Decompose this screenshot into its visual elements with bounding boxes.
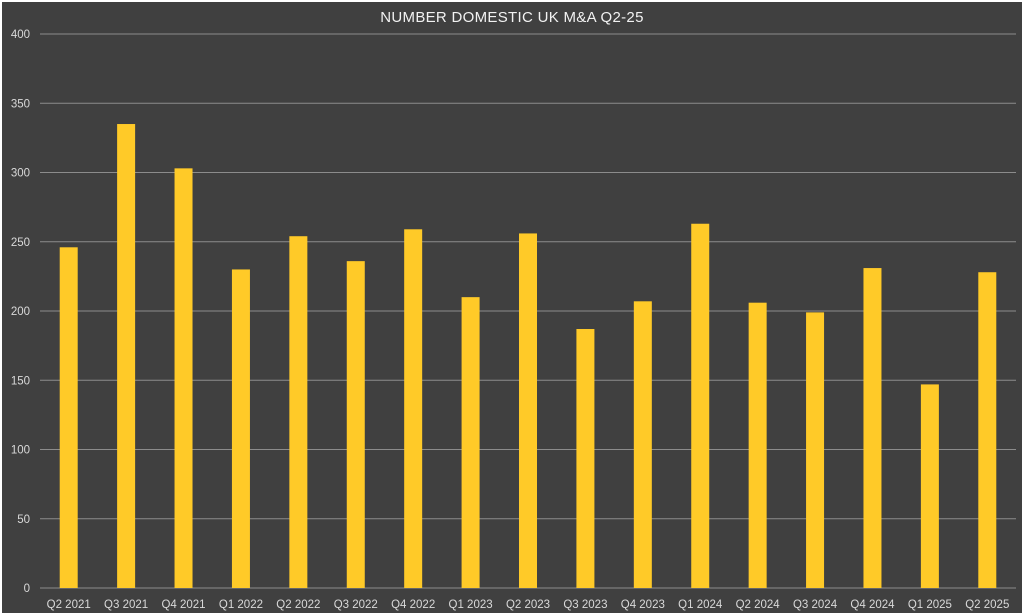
bar-q2-2023 bbox=[519, 233, 537, 588]
bar-q2-2025 bbox=[978, 272, 997, 588]
bar-q4-2023 bbox=[633, 301, 652, 588]
bar-q4-2021 bbox=[174, 168, 193, 588]
x-tick-label: Q2 2025 bbox=[965, 599, 1009, 611]
y-tick-label: 250 bbox=[11, 237, 30, 249]
bar-q4-2024 bbox=[863, 268, 882, 588]
bar-q1-2024 bbox=[691, 223, 710, 588]
y-tick-label: 100 bbox=[11, 445, 30, 457]
bar-q1-2025 bbox=[920, 384, 939, 588]
x-tick-label: Q1 2023 bbox=[449, 599, 493, 611]
bar-q3-2022 bbox=[346, 261, 365, 588]
x-tick-label: Q2 2024 bbox=[736, 599, 781, 611]
x-tick-label: Q4 2024 bbox=[850, 599, 895, 611]
x-tick-label: Q4 2021 bbox=[161, 599, 205, 611]
x-tick-label: Q3 2022 bbox=[334, 599, 378, 611]
bar-q2-2021 bbox=[59, 247, 78, 589]
x-tick-label: Q1 2024 bbox=[678, 599, 723, 611]
x-tick-label: Q3 2023 bbox=[563, 599, 607, 611]
y-tick-label: 150 bbox=[11, 375, 30, 387]
x-tick-label: Q1 2022 bbox=[219, 599, 263, 611]
x-tick-label: Q2 2023 bbox=[506, 599, 550, 611]
x-tick-label: Q4 2022 bbox=[391, 599, 435, 611]
bar-q1-2022 bbox=[231, 269, 250, 588]
x-tick-label: Q3 2024 bbox=[793, 599, 838, 611]
bar-q3-2024 bbox=[806, 312, 825, 588]
x-axis-ticks: Q2 2021 Q3 2021 Q4 2021 Q1 2022 Q2 2022 Q3 20… bbox=[47, 599, 1010, 611]
bars bbox=[59, 124, 997, 589]
bar-q3-2021 bbox=[117, 124, 136, 589]
x-tick-label: Q3 2021 bbox=[104, 599, 148, 611]
y-tick-label: 400 bbox=[11, 29, 30, 41]
chart-title: NUMBER DOMESTIC UK M&A Q2-25 bbox=[380, 9, 643, 26]
y-tick-label: 0 bbox=[24, 583, 30, 595]
y-tick-label: 200 bbox=[11, 306, 30, 318]
x-tick-label: Q4 2023 bbox=[621, 599, 665, 611]
bar-q2-2024 bbox=[748, 302, 767, 588]
y-tick-label: 350 bbox=[11, 98, 30, 110]
bar-q4-2022 bbox=[404, 229, 423, 588]
bar-q2-2022 bbox=[289, 236, 308, 588]
bar-q3-2023 bbox=[576, 329, 595, 588]
y-tick-label: 50 bbox=[17, 514, 30, 526]
x-tick-label: Q2 2022 bbox=[276, 599, 320, 611]
x-tick-label: Q1 2025 bbox=[908, 599, 952, 611]
y-tick-label: 300 bbox=[11, 168, 30, 180]
x-tick-label: Q2 2021 bbox=[47, 599, 91, 611]
y-axis-ticks: 0 50 100 150 200 250 300 350 400 bbox=[11, 29, 30, 595]
bar-q1-2023 bbox=[461, 297, 480, 588]
